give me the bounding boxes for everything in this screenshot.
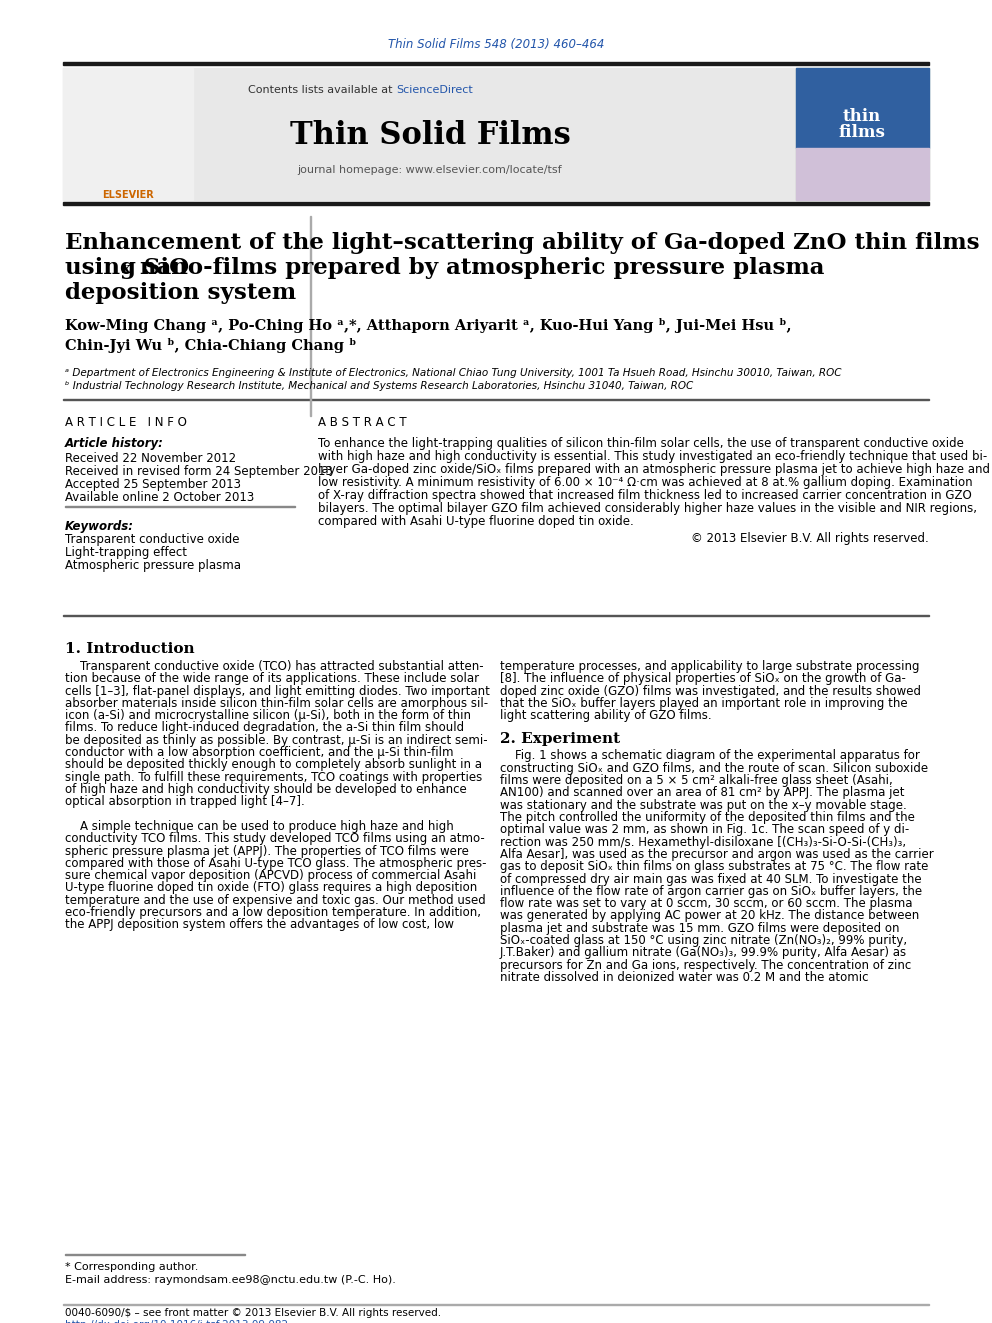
Text: Received in revised form 24 September 2013: Received in revised form 24 September 20… [65,464,333,478]
Text: Contents lists available at: Contents lists available at [248,85,396,95]
Text: Enhancement of the light–scattering ability of Ga-doped ZnO thin films: Enhancement of the light–scattering abil… [65,232,980,254]
Text: was generated by applying AC power at 20 kHz. The distance between: was generated by applying AC power at 20… [500,909,920,922]
Text: using SiO: using SiO [65,257,189,279]
Text: constructing SiOₓ and GZO films, and the route of scan. Silicon suboxide: constructing SiOₓ and GZO films, and the… [500,762,929,775]
Text: icon (a-Si) and microcrystalline silicon (μ-Si), both in the form of thin: icon (a-Si) and microcrystalline silicon… [65,709,471,722]
Text: Article history:: Article history: [65,437,164,450]
Text: http://dx.doi.org/10.1016/j.tsf.2013.09.082: http://dx.doi.org/10.1016/j.tsf.2013.09.… [65,1320,288,1323]
Bar [63,614,929,617]
Text: tion because of the wide range of its applications. These include solar: tion because of the wide range of its ap… [65,672,479,685]
Text: conductivity TCO films. This study developed TCO films using an atmo-: conductivity TCO films. This study devel… [65,832,485,845]
Text: E-mail address: raymondsam.ee98@nctu.edu.tw (P.-C. Ho).: E-mail address: raymondsam.ee98@nctu.edu… [65,1275,396,1285]
Text: Chin-Jyi Wu ᵇ, Chia-Chiang Chang ᵇ: Chin-Jyi Wu ᵇ, Chia-Chiang Chang ᵇ [65,337,356,353]
Text: optical absorption in trapped light [4–7].: optical absorption in trapped light [4–7… [65,795,305,808]
Text: 1. Introduction: 1. Introduction [65,642,194,656]
Text: bilayers. The optimal bilayer GZO film achieved considerably higher haze values : bilayers. The optimal bilayer GZO film a… [318,501,977,515]
Text: films. To reduce light-induced degradation, the a-Si thin film should: films. To reduce light-induced degradati… [65,721,464,734]
Text: compared with Asahi U-type fluorine doped tin oxide.: compared with Asahi U-type fluorine dope… [318,515,634,528]
Text: nitrate dissolved in deionized water was 0.2 M and the atomic: nitrate dissolved in deionized water was… [500,971,869,984]
Bar [63,67,193,200]
Text: The pitch controlled the uniformity of the deposited thin films and the: The pitch controlled the uniformity of t… [500,811,915,824]
Text: absorber materials inside silicon thin-film solar cells are amorphous sil-: absorber materials inside silicon thin-f… [65,697,488,710]
Text: ELSEVIER: ELSEVIER [102,191,154,200]
Text: sure chemical vapor deposition (APCVD) process of commercial Asahi: sure chemical vapor deposition (APCVD) p… [65,869,476,882]
Text: * Corresponding author.: * Corresponding author. [65,1262,198,1271]
Text: ᵇ Industrial Technology Research Institute, Mechanical and Systems Research Labo: ᵇ Industrial Technology Research Institu… [65,381,693,392]
Text: x: x [122,262,130,277]
Text: light scattering ability of GZO films.: light scattering ability of GZO films. [500,709,711,722]
Text: optimal value was 2 mm, as shown in Fig. 1c. The scan speed of y di-: optimal value was 2 mm, as shown in Fig.… [500,823,910,836]
Text: of X-ray diffraction spectra showed that increased film thickness led to increas: of X-ray diffraction spectra showed that… [318,490,972,501]
Text: deposition system: deposition system [65,282,297,304]
Text: single path. To fulfill these requirements, TCO coatings with properties: single path. To fulfill these requiremen… [65,771,482,783]
Text: A B S T R A C T: A B S T R A C T [318,415,407,429]
Text: Fig. 1 shows a schematic diagram of the experimental apparatus for: Fig. 1 shows a schematic diagram of the … [500,750,920,762]
Text: Available online 2 October 2013: Available online 2 October 2013 [65,491,254,504]
Text: Thin Solid Films 548 (2013) 460–464: Thin Solid Films 548 (2013) 460–464 [388,38,604,52]
Text: nano-films prepared by atmospheric pressure plasma: nano-films prepared by atmospheric press… [132,257,824,279]
Bar [63,67,796,200]
Text: Kow-Ming Chang ᵃ, Po-Ching Ho ᵃ,*, Atthaporn Ariyarit ᵃ, Kuo-Hui Yang ᵇ, Jui-Mei: Kow-Ming Chang ᵃ, Po-Ching Ho ᵃ,*, Attha… [65,318,792,333]
Text: precursors for Zn and Ga ions, respectively. The concentration of zinc: precursors for Zn and Ga ions, respectiv… [500,959,912,971]
Text: Alfa Aesar], was used as the precursor and argon was used as the carrier: Alfa Aesar], was used as the precursor a… [500,848,933,861]
Text: © 2013 Elsevier B.V. All rights reserved.: © 2013 Elsevier B.V. All rights reserved… [691,532,929,545]
Bar [63,202,929,205]
Text: A R T I C L E   I N F O: A R T I C L E I N F O [65,415,186,429]
Text: influence of the flow rate of argon carrier gas on SiOₓ buffer layers, the: influence of the flow rate of argon carr… [500,885,923,898]
Text: 0040-6090/$ – see front matter © 2013 Elsevier B.V. All rights reserved.: 0040-6090/$ – see front matter © 2013 El… [65,1308,441,1318]
Text: U-type fluorine doped tin oxide (FTO) glass requires a high deposition: U-type fluorine doped tin oxide (FTO) gl… [65,881,477,894]
Text: of high haze and high conductivity should be developed to enhance: of high haze and high conductivity shoul… [65,783,467,796]
Text: thin
films: thin films [838,108,886,140]
Text: of compressed dry air main gas was fixed at 40 SLM. To investigate the: of compressed dry air main gas was fixed… [500,872,922,885]
Text: films were deposited on a 5 × 5 cm² alkali-free glass sheet (Asahi,: films were deposited on a 5 × 5 cm² alka… [500,774,893,787]
Bar [796,148,929,200]
Text: layer Ga-doped zinc oxide/SiOₓ films prepared with an atmospheric pressure plasm: layer Ga-doped zinc oxide/SiOₓ films pre… [318,463,990,476]
Text: doped zinc oxide (GZO) films was investigated, and the results showed: doped zinc oxide (GZO) films was investi… [500,684,921,697]
Text: Accepted 25 September 2013: Accepted 25 September 2013 [65,478,241,491]
Text: with high haze and high conductivity is essential. This study investigated an ec: with high haze and high conductivity is … [318,450,987,463]
Text: SiOₓ-coated glass at 150 °C using zinc nitrate (Zn(NO₃)₂, 99% purity,: SiOₓ-coated glass at 150 °C using zinc n… [500,934,907,947]
Text: temperature processes, and applicability to large substrate processing: temperature processes, and applicability… [500,660,920,673]
Text: low resistivity. A minimum resistivity of 6.00 × 10⁻⁴ Ω·cm was achieved at 8 at.: low resistivity. A minimum resistivity o… [318,476,972,490]
Text: be deposited as thinly as possible. By contrast, μ-Si is an indirect semi-: be deposited as thinly as possible. By c… [65,734,488,746]
Text: compared with those of Asahi U-type TCO glass. The atmospheric pres-: compared with those of Asahi U-type TCO … [65,857,486,869]
Text: Light-trapping effect: Light-trapping effect [65,546,187,560]
Text: journal homepage: www.elsevier.com/locate/tsf: journal homepage: www.elsevier.com/locat… [298,165,562,175]
Text: Received 22 November 2012: Received 22 November 2012 [65,452,236,464]
Bar [796,67,929,148]
Text: Transparent conductive oxide: Transparent conductive oxide [65,533,239,546]
Text: should be deposited thickly enough to completely absorb sunlight in a: should be deposited thickly enough to co… [65,758,482,771]
Text: eco-friendly precursors and a low deposition temperature. In addition,: eco-friendly precursors and a low deposi… [65,906,481,919]
Text: Transparent conductive oxide (TCO) has attracted substantial atten-: Transparent conductive oxide (TCO) has a… [65,660,484,673]
Text: plasma jet and substrate was 15 mm. GZO films were deposited on: plasma jet and substrate was 15 mm. GZO … [500,922,900,935]
Text: Keywords:: Keywords: [65,520,134,533]
Text: Atmospheric pressure plasma: Atmospheric pressure plasma [65,560,241,572]
Text: ScienceDirect: ScienceDirect [396,85,473,95]
Text: temperature and the use of expensive and toxic gas. Our method used: temperature and the use of expensive and… [65,894,486,906]
Text: conductor with a low absorption coefficient, and the μ-Si thin-film: conductor with a low absorption coeffici… [65,746,453,759]
Text: ᵃ Department of Electronics Engineering & Institute of Electronics, National Chi: ᵃ Department of Electronics Engineering … [65,368,841,378]
Text: [8]. The influence of physical properties of SiOₓ on the growth of Ga-: [8]. The influence of physical propertie… [500,672,906,685]
Text: A simple technique can be used to produce high haze and high: A simple technique can be used to produc… [65,820,453,833]
Text: spheric pressure plasma jet (APPJ). The properties of TCO films were: spheric pressure plasma jet (APPJ). The … [65,844,469,857]
Text: 2. Experiment: 2. Experiment [500,732,620,745]
Bar [63,398,929,400]
Text: AN100) and scanned over an area of 81 cm² by APPJ. The plasma jet: AN100) and scanned over an area of 81 cm… [500,786,905,799]
Bar [796,67,929,200]
Bar [63,62,929,65]
Text: To enhance the light-trapping qualities of silicon thin-film solar cells, the us: To enhance the light-trapping qualities … [318,437,964,450]
Text: cells [1–3], flat-panel displays, and light emitting diodes. Two important: cells [1–3], flat-panel displays, and li… [65,684,490,697]
Text: gas to deposit SiOₓ thin films on glass substrates at 75 °C. The flow rate: gas to deposit SiOₓ thin films on glass … [500,860,929,873]
Text: that the SiOₓ buffer layers played an important role in improving the: that the SiOₓ buffer layers played an im… [500,697,908,710]
Text: Thin Solid Films: Thin Solid Films [290,120,570,151]
Bar [310,216,311,415]
Text: flow rate was set to vary at 0 sccm, 30 sccm, or 60 sccm. The plasma: flow rate was set to vary at 0 sccm, 30 … [500,897,913,910]
Text: rection was 250 mm/s. Hexamethyl-disiloxane [(CH₃)₃-Si-O-Si-(CH₃)₃,: rection was 250 mm/s. Hexamethyl-disilox… [500,836,906,848]
Text: J.T.Baker) and gallium nitrate (Ga(NO₃)₃, 99.9% purity, Alfa Aesar) as: J.T.Baker) and gallium nitrate (Ga(NO₃)₃… [500,946,907,959]
Text: the APPJ deposition system offers the advantages of low cost, low: the APPJ deposition system offers the ad… [65,918,454,931]
Text: was stationary and the substrate was put on the x–y movable stage.: was stationary and the substrate was put… [500,799,907,812]
